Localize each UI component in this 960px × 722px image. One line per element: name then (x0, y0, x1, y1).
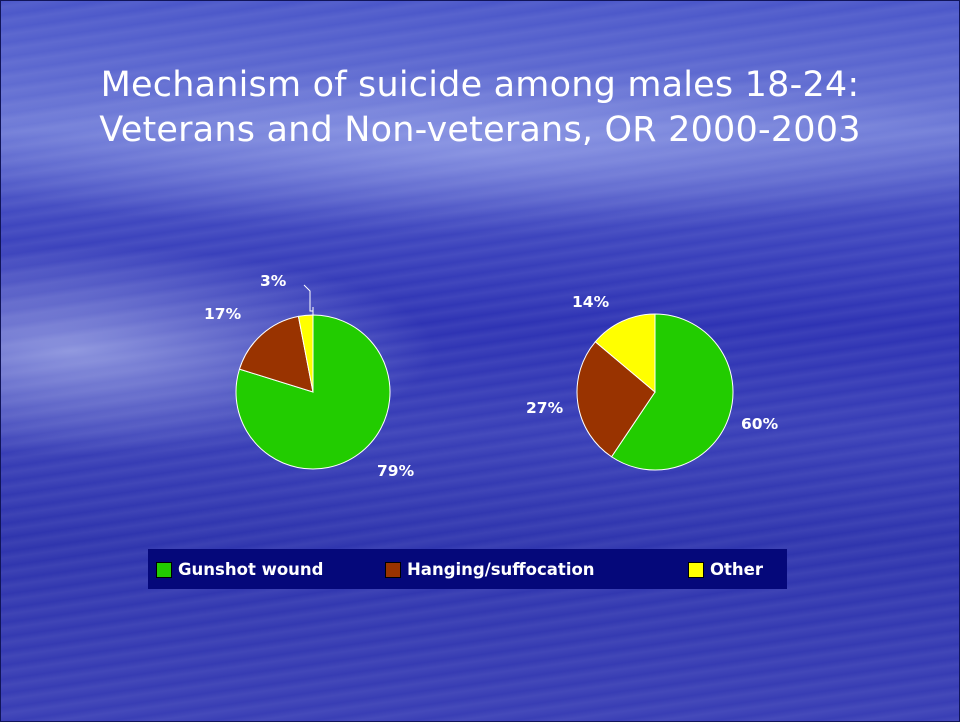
pie-chart-non-veterans (576, 313, 734, 471)
legend-item-hanging: Hanging/suffocation (385, 560, 595, 579)
legend-item-gunshot: Gunshot wound (156, 560, 323, 579)
legend-swatch-hanging (385, 561, 401, 578)
title-line-1: Mechanism of suicide among males 18-24: (100, 65, 860, 105)
pie1-slice-hanging (238, 315, 314, 393)
pie1-label-other: 3% (260, 272, 287, 290)
legend-label-other: Other (710, 560, 763, 579)
legend-swatch-gunshot (156, 561, 172, 578)
pie1-label-hanging: 17% (204, 305, 242, 323)
pie2-slice-other (594, 313, 656, 394)
pie2-slice-hanging (576, 341, 656, 458)
pie1-slice-gunshot (235, 314, 391, 470)
pie2-slice-gunshot (610, 313, 734, 471)
title-line-2: Veterans and Non-veterans, OR 2000-2003 (99, 110, 861, 150)
legend-item-other: Other (688, 560, 763, 579)
legend-label-hanging: Hanging/suffocation (407, 560, 595, 579)
legend-swatch-other (688, 561, 704, 578)
pie2-label-hanging: 27% (526, 399, 564, 417)
pie2-label-gunshot: 60% (741, 415, 779, 433)
pie1-label-gunshot: 79% (377, 462, 415, 480)
pie-chart-veterans (235, 314, 391, 470)
pie2-label-other: 14% (572, 293, 610, 311)
legend-label-gunshot: Gunshot wound (178, 560, 324, 579)
leader-line-other (303, 284, 313, 312)
legend: Gunshot wound Hanging/suffocation Other (148, 549, 787, 589)
slide-title: Mechanism of suicide among males 18-24: … (1, 63, 959, 153)
